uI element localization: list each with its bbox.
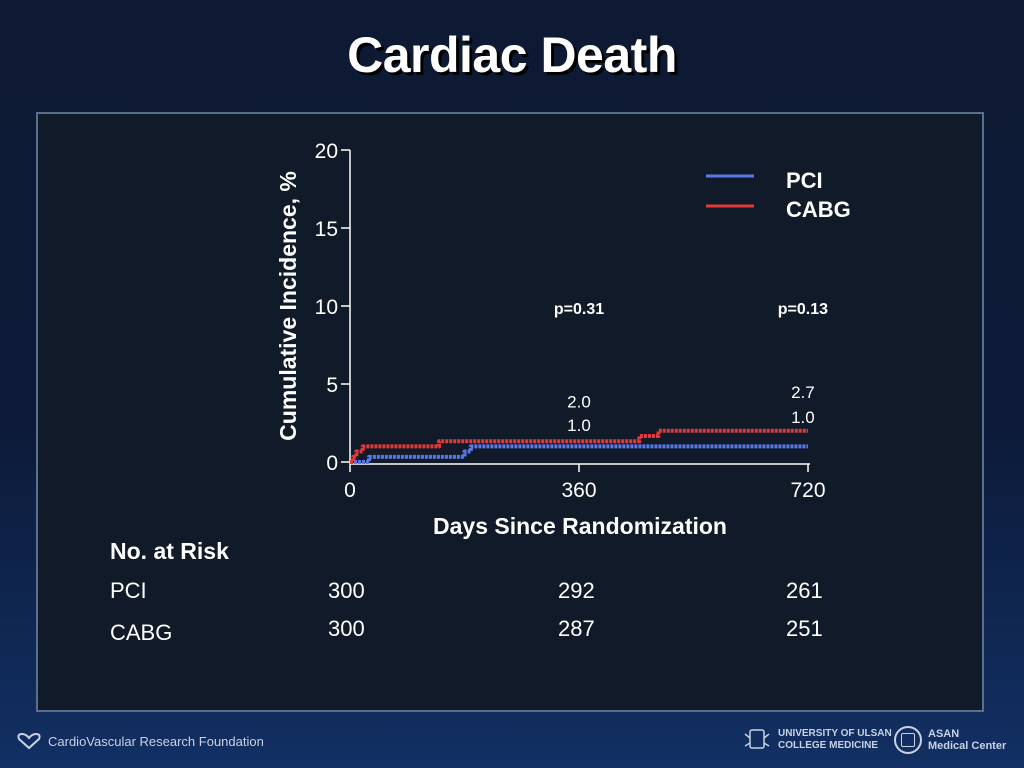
series-line-pci bbox=[350, 444, 808, 464]
chart-panel bbox=[36, 112, 984, 712]
series-lines bbox=[350, 428, 808, 464]
slide-title: Cardiac Death bbox=[347, 27, 677, 83]
p-value-label: p=0.31 bbox=[554, 301, 604, 318]
x-ticks: 0 360 720 bbox=[344, 464, 826, 502]
x-tick-label: 360 bbox=[561, 479, 596, 502]
asan-seal-icon bbox=[894, 726, 922, 754]
asan-line2: Medical Center bbox=[928, 740, 1007, 752]
cvrf-logo: CardioVascular Research Foundation bbox=[16, 732, 264, 750]
y-tick-label: 0 bbox=[326, 452, 338, 475]
risk-cell: 261 bbox=[786, 578, 823, 603]
asan-line1: ASAN bbox=[928, 728, 960, 740]
risk-cell: 292 bbox=[558, 578, 595, 603]
data-label: 2.0 bbox=[567, 392, 591, 411]
risk-row-label-cabg: CABG bbox=[110, 620, 173, 645]
legend-label-pci: PCI bbox=[786, 168, 823, 193]
y-tick-label: 5 bbox=[326, 374, 338, 397]
p-value-label: p=0.13 bbox=[778, 301, 828, 318]
heart-logo-icon bbox=[17, 732, 41, 750]
x-axis-title: Days Since Randomization bbox=[433, 513, 727, 539]
x-tick-label: 0 bbox=[344, 479, 356, 502]
annotations: p=0.31 p=0.13 2.0 1.0 2.7 1.0 bbox=[554, 301, 828, 435]
ulsan-line2: COLLEGE MEDICINE bbox=[778, 740, 879, 751]
y-axis-title: Cumulative Incidence, % bbox=[275, 171, 301, 441]
data-label: 1.0 bbox=[567, 416, 591, 435]
cvrf-text: CardioVascular Research Foundation bbox=[48, 733, 264, 749]
y-ticks: 0 5 10 15 20 bbox=[315, 140, 350, 475]
risk-cell: 251 bbox=[786, 616, 823, 641]
y-tick-label: 10 bbox=[315, 296, 338, 319]
asan-logo: ASAN Medical Center bbox=[894, 726, 1006, 754]
risk-cell: 300 bbox=[328, 616, 365, 641]
risk-cell: 287 bbox=[558, 616, 595, 641]
legend-label-cabg: CABG bbox=[786, 197, 851, 222]
ulsan-logo: UNIVERSITY OF ULSAN COLLEGE MEDICINE bbox=[742, 726, 892, 754]
series-line-cabg bbox=[350, 428, 808, 464]
x-tick-label: 720 bbox=[790, 479, 825, 502]
risk-cell: 300 bbox=[328, 578, 365, 603]
data-label: 2.7 bbox=[791, 383, 815, 402]
y-tick-label: 20 bbox=[315, 140, 338, 163]
ulsan-line1: UNIVERSITY OF ULSAN bbox=[778, 728, 892, 739]
risk-row-label-pci: PCI bbox=[110, 578, 147, 603]
y-tick-label: 15 bbox=[315, 218, 338, 241]
data-label: 1.0 bbox=[791, 408, 815, 427]
risk-table-title: No. at Risk bbox=[110, 538, 229, 564]
crest-icon bbox=[744, 729, 770, 749]
legend: PCI CABG bbox=[706, 168, 851, 222]
